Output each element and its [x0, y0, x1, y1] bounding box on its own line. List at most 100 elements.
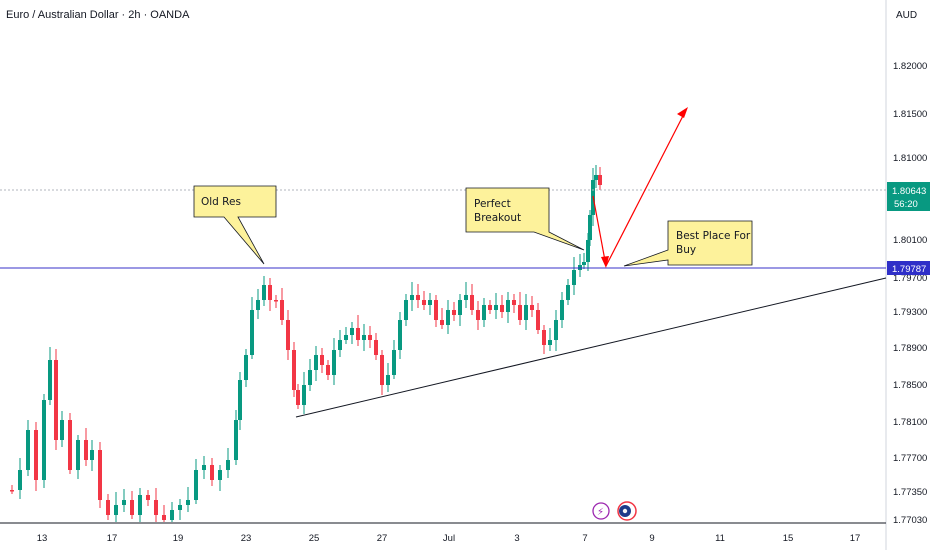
candle-body: [428, 300, 432, 305]
candle-body: [280, 300, 284, 320]
candle-body: [146, 495, 150, 500]
candle-body: [476, 310, 480, 320]
candle-body: [250, 310, 254, 355]
time-axis[interactable]: 13 17 19 23 25 27 Jul 3 7 9 11 15 17: [37, 533, 861, 544]
candle-body: [356, 328, 360, 340]
lightning-glyph: ⚡: [597, 507, 604, 518]
candle-body: [48, 360, 52, 400]
countdown-value: 56:20: [894, 199, 918, 210]
level-price-tag-bg: [887, 261, 930, 275]
candle-body: [314, 355, 318, 370]
candle-body: [598, 175, 602, 185]
candle-body: [488, 305, 492, 310]
candle-body: [106, 500, 110, 515]
callout-perfect-breakout[interactable]: Perfect Breakout: [465, 187, 585, 251]
candle-body: [548, 340, 552, 345]
candle-body: [154, 500, 158, 515]
candle-body: [512, 300, 516, 305]
candle-body: [518, 305, 522, 320]
callout-old-res[interactable]: Old Res: [193, 185, 277, 265]
candle-body: [130, 500, 134, 515]
candle-body: [60, 420, 64, 440]
candle-body: [114, 505, 118, 515]
candle-body: [18, 470, 22, 490]
price-axis[interactable]: 1.82000 1.81500 1.81000 1.80100 1.79700 1.793…: [893, 61, 927, 526]
candle-body: [404, 300, 408, 320]
candle-body: [386, 375, 390, 385]
x-tick-label: 23: [241, 533, 252, 544]
candle-body: [262, 285, 266, 300]
callout-old-res-text: Old Res: [201, 196, 241, 208]
candle-body: [178, 505, 182, 510]
candle-body: [374, 340, 378, 355]
y-tick-label: 1.77350: [893, 487, 927, 498]
lightning-event-icon[interactable]: [592, 502, 610, 520]
candle-body: [338, 340, 342, 350]
candle-body: [416, 295, 420, 300]
current-price-value: 1.80643: [892, 186, 926, 197]
x-tick-label: 15: [783, 533, 794, 544]
candle-body: [464, 295, 468, 300]
x-tick-label: 25: [309, 533, 320, 544]
y-tick-label: 1.77700: [893, 453, 927, 464]
candle-body: [76, 440, 80, 470]
level-price-tag: 1.79787: [887, 261, 930, 275]
candle-body: [218, 470, 222, 480]
x-tick-label: 17: [107, 533, 118, 544]
candle-body: [446, 310, 450, 325]
x-tick-label: 7: [582, 533, 587, 544]
candle-body: [326, 365, 330, 375]
candle-body: [566, 285, 570, 300]
candle-body: [244, 355, 248, 380]
candle-body: [274, 300, 278, 302]
y-tick-label: 1.80100: [893, 235, 927, 246]
candle-body: [90, 450, 94, 460]
candle-body: [84, 440, 88, 460]
candle-body: [560, 300, 564, 320]
candle-body: [434, 300, 438, 320]
candle-body: [234, 420, 238, 460]
candle-body: [588, 215, 592, 240]
candle-body: [530, 305, 534, 310]
current-price-tag-bg: [887, 182, 930, 211]
currency-label[interactable]: AUD: [896, 10, 918, 21]
callout-best-place-for-buy[interactable]: Best Place For Buy: [623, 220, 753, 267]
y-tick-label: 1.82000: [893, 61, 927, 72]
y-tick-label: 1.81000: [893, 153, 927, 164]
callout-perfect-breakout-line2: Breakout: [474, 212, 521, 224]
x-tick-label: 11: [715, 533, 725, 544]
candle-body: [452, 310, 456, 315]
candle-body: [296, 390, 300, 405]
event-icons[interactable]: ⚡: [592, 501, 637, 521]
candle-body: [226, 460, 230, 470]
projection-arrows[interactable]: [592, 107, 688, 268]
candle-body: [54, 360, 58, 440]
candle-body: [286, 320, 290, 350]
candle-body: [572, 270, 576, 285]
candle-body: [170, 510, 174, 520]
candle-body: [506, 300, 510, 312]
candle-body: [458, 300, 462, 315]
y-tick-label: 1.77030: [893, 515, 927, 526]
candle-body: [344, 335, 348, 340]
candle-body: [392, 350, 396, 375]
candle-body: [500, 305, 504, 312]
x-tick-label: 13: [37, 533, 48, 544]
candle-body: [34, 430, 38, 480]
candle-body: [582, 262, 586, 265]
chart-symbol-title[interactable]: Euro / Australian Dollar · 2h · OANDA: [6, 9, 190, 21]
arrow-up-head: [677, 107, 688, 118]
x-tick-label: 17: [850, 533, 861, 544]
candle-body: [26, 430, 30, 470]
candle-body: [202, 465, 206, 470]
candle-body: [268, 285, 272, 300]
x-tick-label: 3: [514, 533, 519, 544]
candle-body: [410, 295, 414, 300]
candle-body: [542, 330, 546, 345]
x-tick-label: 19: [173, 533, 184, 544]
candle-body: [68, 420, 72, 470]
y-tick-label: 1.78900: [893, 343, 927, 354]
ascending-trendline[interactable]: [295, 277, 887, 418]
candle-body: [440, 320, 444, 325]
